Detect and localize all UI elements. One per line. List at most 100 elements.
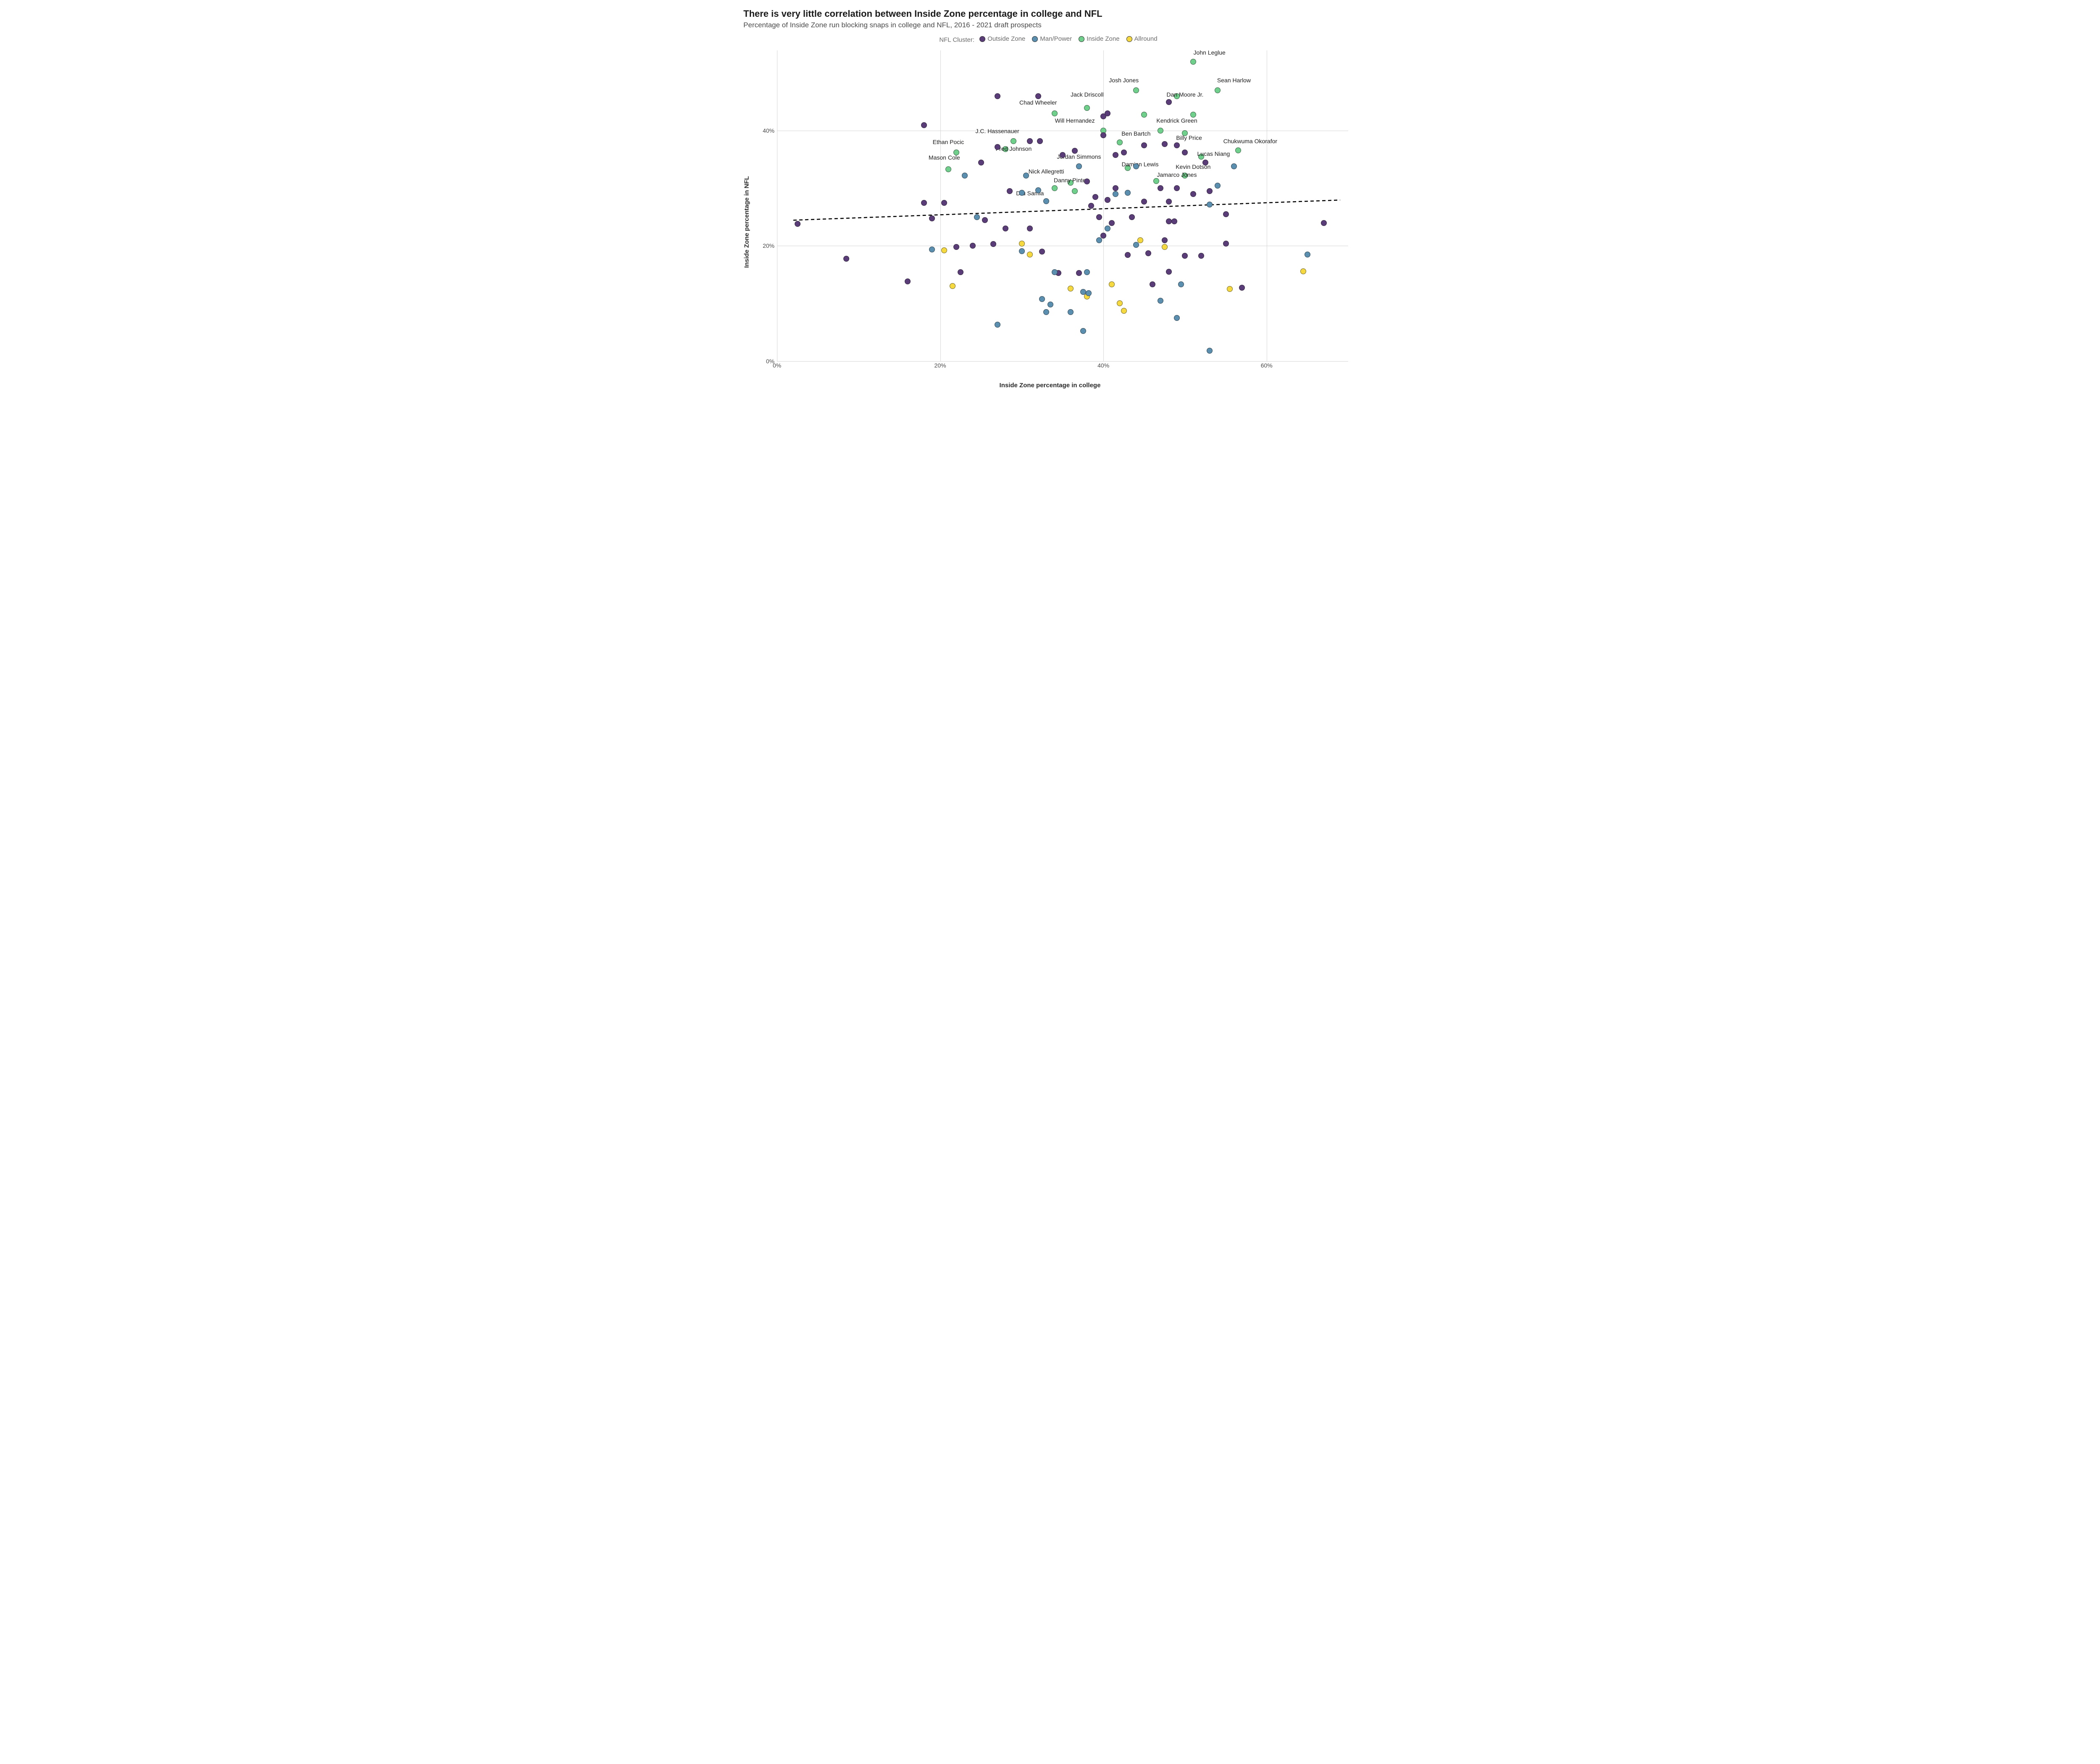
data-point — [1145, 250, 1151, 256]
data-point — [1100, 132, 1106, 138]
point-label: Danny Pinter — [1054, 177, 1088, 184]
data-point — [982, 217, 988, 223]
data-point — [950, 283, 956, 289]
data-point — [974, 214, 980, 220]
legend-item: Allround — [1126, 35, 1158, 42]
data-point — [1100, 233, 1106, 239]
data-point — [1117, 139, 1123, 145]
y-tick: 40% — [749, 127, 774, 134]
point-label: Fred Johnson — [996, 145, 1032, 152]
data-point — [1227, 286, 1233, 292]
data-point — [1121, 150, 1127, 155]
data-point — [1003, 226, 1008, 231]
data-point — [1305, 252, 1310, 257]
data-point — [1043, 198, 1049, 204]
data-point — [1125, 252, 1131, 258]
data-point — [1321, 220, 1327, 226]
data-point — [1162, 244, 1168, 250]
data-point — [995, 93, 1000, 99]
data-point — [962, 173, 968, 178]
legend-text: Man/Power — [1040, 35, 1072, 42]
data-point — [1207, 188, 1213, 194]
data-point — [1300, 268, 1306, 274]
data-point — [1150, 281, 1155, 287]
data-point — [929, 247, 935, 252]
data-point — [921, 200, 927, 206]
data-point — [1125, 190, 1131, 196]
data-point — [1092, 194, 1098, 200]
data-point — [1027, 226, 1033, 231]
data-point — [1190, 112, 1196, 118]
data-point — [1190, 59, 1196, 65]
data-point — [1215, 87, 1221, 93]
data-point — [1084, 178, 1090, 184]
point-label: Nick Allegretti — [1029, 168, 1064, 175]
data-point — [1109, 220, 1115, 226]
data-point — [1007, 188, 1013, 194]
data-point — [995, 144, 1000, 150]
data-point — [1023, 173, 1029, 178]
data-point — [1158, 185, 1163, 191]
data-point — [1133, 87, 1139, 93]
legend-text: Inside Zone — [1087, 35, 1119, 42]
point-label: Lucas Niang — [1197, 150, 1230, 157]
gridline-h — [777, 361, 1348, 362]
legend: NFL Cluster: Outside Zone Man/Power Inside… — [743, 35, 1357, 44]
legend-dot — [1032, 36, 1038, 42]
trend-line — [777, 50, 1348, 361]
data-point — [1239, 285, 1245, 291]
data-point — [1166, 218, 1172, 224]
data-point — [1117, 300, 1123, 306]
x-tick: 60% — [1261, 362, 1273, 369]
point-label: Dan Moore Jr. — [1166, 91, 1203, 98]
legend-label: NFL Cluster: — [939, 37, 974, 44]
y-tick: 20% — [749, 242, 774, 249]
data-point — [1084, 269, 1090, 275]
data-point — [1019, 241, 1025, 247]
data-point — [1052, 269, 1058, 275]
data-point — [995, 322, 1000, 328]
data-point — [941, 247, 947, 253]
data-point — [1235, 147, 1241, 153]
point-label: Jack Driscoll — [1071, 91, 1104, 98]
data-point — [1198, 253, 1204, 259]
data-point — [990, 241, 996, 247]
data-point — [905, 278, 911, 284]
data-point — [1084, 105, 1090, 111]
data-point — [1171, 218, 1177, 224]
data-point — [1113, 152, 1118, 158]
legend-item: Inside Zone — [1079, 35, 1119, 42]
data-point — [1141, 112, 1147, 118]
legend-dot — [1126, 36, 1132, 42]
point-label: Ben Bartch — [1121, 130, 1150, 137]
data-point — [1105, 197, 1110, 203]
legend-item: Outside Zone — [979, 35, 1025, 42]
legend-dot — [979, 36, 985, 42]
data-point — [1019, 248, 1025, 254]
point-label: Billy Price — [1176, 134, 1202, 141]
data-point — [1035, 93, 1041, 99]
data-point — [1215, 183, 1221, 189]
legend-text: Allround — [1134, 35, 1158, 42]
data-point — [1182, 150, 1188, 155]
point-label: Sean Harlow — [1217, 77, 1251, 84]
data-point — [1166, 99, 1172, 105]
scatter-chart: There is very little correlation between… — [743, 8, 1357, 391]
data-point — [1166, 199, 1172, 205]
data-point — [1043, 309, 1049, 315]
point-label: Mason Cole — [929, 154, 960, 161]
data-point — [1207, 202, 1213, 207]
data-point — [1207, 348, 1213, 354]
legend-dot — [1079, 36, 1084, 42]
plot-wrap: Inside Zone percentage in NFL John Leglu… — [743, 46, 1357, 391]
data-point — [1202, 160, 1208, 165]
data-point — [1190, 191, 1196, 197]
data-point — [1100, 113, 1106, 119]
chart-subtitle: Percentage of Inside Zone run blocking s… — [743, 21, 1357, 29]
data-point — [1019, 190, 1025, 196]
data-point — [1072, 188, 1078, 194]
data-point — [1039, 296, 1045, 302]
y-tick: 0% — [749, 358, 774, 365]
data-point — [1133, 242, 1139, 248]
data-point — [1174, 315, 1180, 321]
